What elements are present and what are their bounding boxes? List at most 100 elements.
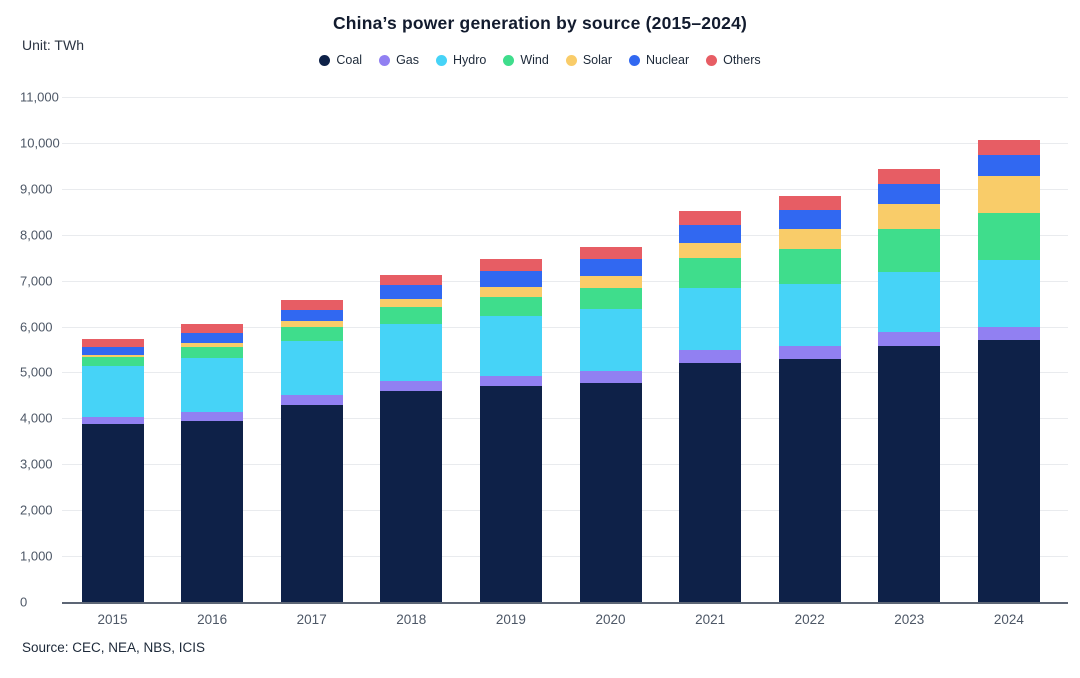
bar-2017 [280, 300, 343, 602]
bar-segment-2023-gas [878, 332, 941, 346]
source-note: Source: CEC, NEA, NBS, ICIS [22, 640, 206, 655]
legend-label: Hydro [453, 53, 487, 67]
bar-segment-2016-others [181, 324, 244, 334]
y-tick-label: 4,000 [20, 410, 53, 426]
bar-segment-2022-coal [778, 358, 841, 602]
bar-segment-2022-nuclear [778, 209, 841, 229]
x-tick-label-2024: 2024 [993, 612, 1024, 627]
bar-segment-2023-wind [878, 229, 941, 273]
bar-segment-2015-coal [81, 424, 144, 602]
bar-2019 [479, 259, 542, 602]
y-tick-label: 3,000 [20, 456, 53, 472]
bar-2022 [778, 195, 841, 602]
bar-segment-2024-solar [977, 175, 1040, 213]
bar-2016 [181, 324, 244, 602]
y-tick-label: 10,000 [20, 135, 60, 151]
x-tick-label-2021: 2021 [695, 612, 726, 627]
legend-item-others: Others [706, 53, 761, 67]
legend-label: Wind [520, 53, 549, 67]
bar-segment-2023-coal [878, 345, 941, 602]
bar-segment-2024-coal [977, 340, 1040, 602]
bar-segment-2021-gas [679, 349, 742, 364]
legend-dot-wind [503, 54, 515, 66]
x-tick-label-2019: 2019 [495, 612, 526, 627]
legend-item-nuclear: Nuclear [629, 53, 689, 67]
bar-segment-2021-nuclear [679, 224, 742, 244]
bar-2015 [81, 338, 144, 602]
bar-segment-2023-hydro [878, 272, 941, 333]
gridline-5000 [62, 372, 1068, 374]
legend-dot-hydro [436, 54, 448, 66]
gridline-7000 [62, 280, 1068, 282]
gridline-9000 [62, 188, 1068, 190]
bar-segment-2023-solar [878, 203, 941, 230]
gridline-1000 [62, 556, 1068, 558]
bar-segment-2022-others [778, 195, 841, 210]
bar-2020 [579, 247, 642, 602]
y-tick-label: 8,000 [20, 227, 53, 243]
legend-label: Others [723, 53, 761, 67]
bar-segment-2020-solar [579, 275, 642, 288]
bar-segment-2024-gas [977, 326, 1040, 341]
y-tick-label: 5,000 [20, 364, 53, 380]
bar-segment-2015-others [81, 338, 144, 348]
bar-segment-2024-nuclear [977, 155, 1040, 176]
bar-segment-2018-coal [380, 390, 443, 602]
bar-segment-2017-wind [280, 326, 343, 341]
bar-segment-2018-others [380, 274, 443, 286]
bar-segment-2017-gas [280, 395, 343, 405]
bar-segment-2021-others [679, 210, 742, 225]
bar-segment-2018-hydro [380, 323, 443, 381]
x-tick-label-2017: 2017 [296, 612, 327, 627]
chart-title: China’s power generation by source (2015… [332, 13, 748, 33]
bar-segment-2017-others [280, 300, 343, 310]
bar-segment-2015-nuclear [81, 347, 144, 356]
bar-segment-2020-nuclear [579, 258, 642, 276]
legend-dot-coal [319, 54, 331, 66]
bar-segment-2018-wind [380, 306, 443, 324]
bar-segment-2019-coal [479, 386, 542, 602]
y-tick-label: 6,000 [20, 319, 53, 335]
gridline-11000 [62, 97, 1068, 98]
bar-segment-2015-wind [81, 357, 144, 366]
legend-item-solar: Solar [565, 53, 612, 67]
bar-segment-2017-solar [280, 321, 343, 327]
y-tick-label: 0 [20, 594, 28, 610]
gridline-8000 [62, 234, 1068, 236]
bar-segment-2017-hydro [280, 340, 343, 396]
bar-segment-2023-others [878, 169, 941, 185]
bar-segment-2023-nuclear [878, 184, 941, 204]
y-tick-label: 1,000 [20, 548, 53, 564]
gridline-4000 [62, 418, 1068, 420]
bar-segment-2019-solar [479, 287, 542, 298]
legend-label: Coal [336, 53, 363, 67]
bar-segment-2024-hydro [977, 259, 1040, 327]
bar-segment-2022-hydro [778, 283, 841, 346]
y-tick-label: 9,000 [20, 181, 53, 197]
bar-segment-2022-gas [778, 345, 841, 359]
bar-segment-2017-nuclear [280, 309, 343, 322]
bar-segment-2020-gas [579, 371, 642, 383]
bar-segment-2024-others [977, 139, 1040, 156]
bar-segment-2016-gas [181, 411, 244, 421]
legend-label: Nuclear [646, 53, 690, 67]
bar-segment-2020-coal [579, 382, 642, 602]
x-tick-label-2023: 2023 [894, 612, 925, 627]
legend-dot-solar [565, 54, 577, 66]
gridline-6000 [62, 326, 1068, 328]
bar-2021 [679, 210, 742, 602]
legend-dot-others [706, 54, 718, 66]
bar-segment-2019-nuclear [479, 271, 542, 288]
bar-segment-2020-wind [579, 287, 642, 309]
y-tick-label: 2,000 [20, 502, 53, 518]
gridline-10000 [62, 142, 1068, 144]
bar-2018 [380, 274, 443, 602]
bar-segment-2015-hydro [81, 365, 144, 418]
x-tick-label-2022: 2022 [794, 612, 825, 627]
bar-2024 [977, 139, 1040, 602]
bar-segment-2019-others [479, 259, 542, 272]
bar-segment-2022-solar [778, 228, 841, 249]
bar-segment-2018-solar [380, 298, 443, 307]
